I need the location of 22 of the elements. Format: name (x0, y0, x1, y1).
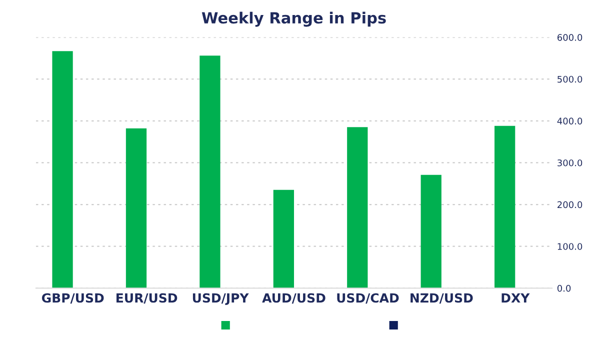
x-tick-label: GBP/USD (42, 293, 104, 304)
bar (273, 190, 294, 288)
bar (420, 174, 442, 288)
x-tick-label: NZD/USD (410, 293, 473, 304)
x-tick-label: USD/JPY (192, 293, 249, 306)
bar (347, 127, 368, 288)
bar (52, 51, 73, 288)
bar (200, 56, 220, 288)
y-tick-label: 100.0 (558, 243, 582, 250)
x-tick-label: AUD/USD (262, 293, 326, 304)
y-tick-label: 600.0 (557, 34, 582, 41)
x-tick-label: EUR/USD (116, 293, 178, 304)
y-tick-label: 300.0 (558, 159, 582, 166)
x-tick-label: DXY (502, 293, 530, 303)
bar (126, 128, 147, 288)
x-tick-label: USD/CAD (337, 293, 399, 304)
chart-title: Weekly Range in Pips (202, 12, 386, 27)
bar (494, 126, 516, 288)
y-tick-label: 0.0 (557, 284, 571, 292)
y-tick-label: 500.0 (558, 76, 582, 83)
y-tick-label: 400.0 (557, 118, 582, 124)
y-tick-label: 200.0 (558, 201, 582, 208)
